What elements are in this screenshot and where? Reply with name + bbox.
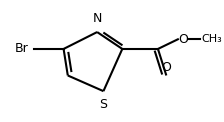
Text: N: N [93,12,102,25]
Text: CH₃: CH₃ [201,34,222,44]
Text: Br: Br [15,42,28,55]
Text: S: S [99,98,108,111]
Text: O: O [178,33,188,46]
Text: O: O [162,61,171,74]
